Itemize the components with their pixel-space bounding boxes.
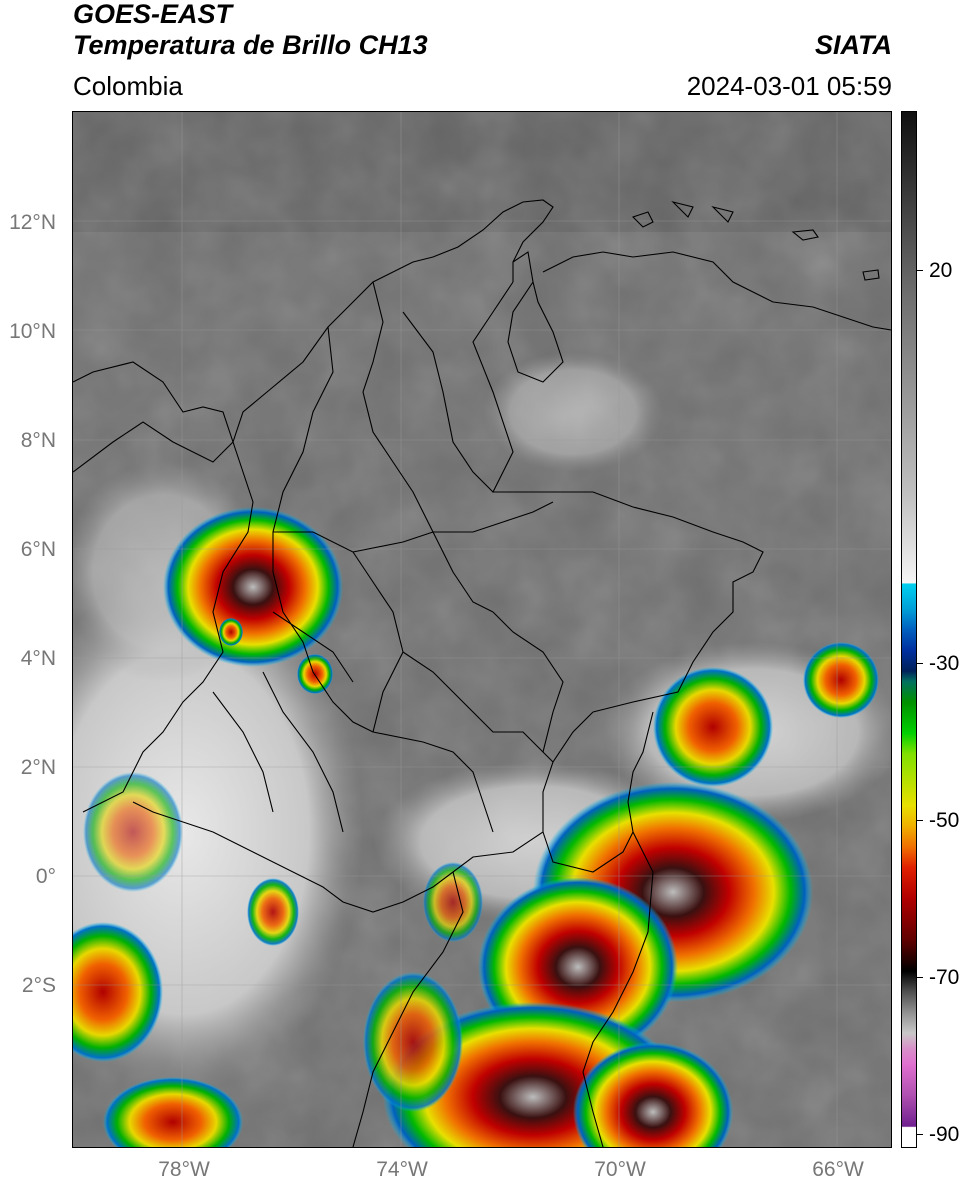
region-label: Colombia — [73, 71, 183, 101]
temperature-colorbar — [901, 111, 917, 1148]
storm-cell-east — [653, 667, 773, 787]
satellite-title: GOES-EAST — [73, 0, 233, 29]
lat-label-12n: 12°N — [9, 211, 56, 234]
lat-label-8n: 8°N — [20, 429, 56, 452]
colorbar-tick-minus30 — [917, 663, 923, 664]
lat-label-0: 0° — [35, 865, 56, 888]
borders — [73, 199, 891, 1147]
lat-label-2n: 2°N — [20, 756, 56, 779]
colorbar-label-minus90: -90 — [929, 1123, 960, 1146]
lon-label-78w: 78°W — [158, 1158, 210, 1181]
product-title: Temperatura de Brillo CH13 — [73, 30, 428, 60]
organization-label: SIATA — [815, 30, 892, 60]
lat-label-4n: 4°N — [20, 647, 56, 670]
lat-label-10n: 10°N — [9, 320, 56, 343]
colorbar-label-minus50: -50 — [929, 809, 960, 832]
lat-label-2s: 2°S — [21, 974, 56, 997]
satellite-map[interactable] — [72, 111, 892, 1148]
storm-cell-far-east — [803, 642, 879, 718]
timestamp-label: 2024-03-01 05:59 — [686, 71, 892, 101]
lon-label-70w: 70°W — [594, 1158, 646, 1181]
storm-cell-4n — [297, 654, 333, 694]
colorbar-tick-minus50 — [917, 820, 923, 821]
lon-label-74w: 74°W — [376, 1158, 428, 1181]
lon-label-66w: 66°W — [812, 1158, 864, 1181]
lat-label-6n: 6°N — [20, 538, 56, 561]
storm-cell-pacific-coast — [163, 507, 343, 667]
colorbar-tick-minus90 — [917, 1134, 923, 1135]
storm-cell-southwest — [73, 922, 163, 1062]
colorbar-label-minus30: -30 — [929, 652, 960, 675]
colorbar-label-20: 20 — [929, 259, 953, 282]
graticule — [73, 112, 891, 1147]
colorbar-label-minus70: -70 — [929, 966, 960, 989]
colorbar-tick-20 — [917, 270, 923, 271]
colorbar-tick-minus70 — [917, 977, 923, 978]
